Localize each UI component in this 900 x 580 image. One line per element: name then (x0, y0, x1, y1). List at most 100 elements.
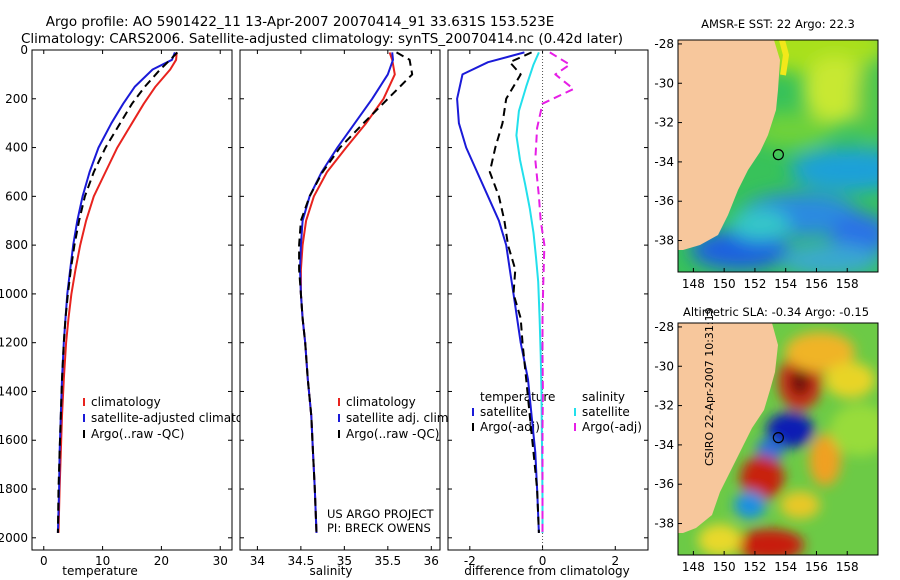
x-tick-label: 34 (250, 554, 265, 568)
map-x-tick-label: 152 (743, 560, 766, 574)
figure-title-line1: Argo profile: AO 5901422_11 13-Apr-2007 … (46, 14, 555, 30)
map-x-tick-label: 156 (805, 560, 828, 574)
series-line-temperature-satellite (456, 51, 540, 533)
map-x-tick-label: 148 (682, 277, 705, 291)
y-tick-label: 1800 (0, 482, 28, 496)
y-tick-label: 200 (5, 92, 28, 106)
salinity-xlabel: salinity (309, 564, 352, 578)
y-tick-label: 800 (5, 238, 28, 252)
map-y-tick-label: -34 (654, 155, 674, 169)
map-x-tick-label: 150 (713, 560, 736, 574)
map-y-tick-label: -30 (654, 76, 674, 90)
map-y-tick-label: -30 (654, 359, 674, 373)
x-tick-label: 10 (95, 554, 110, 568)
map-y-tick-label: -28 (654, 37, 674, 51)
salinity-panel: salinity climatology satellite adj. clim… (239, 49, 452, 578)
legend-label-satellite: satellite-adjusted climatology (91, 411, 269, 425)
legend-label-argo: Argo(..raw -QC) (91, 427, 184, 441)
map-x-tick-label: 148 (682, 560, 705, 574)
map-y-tick-label: -38 (654, 517, 674, 531)
legend-label-temp-satellite: satellite (480, 405, 528, 419)
temperature-panel: temperature climatology satellite-adjust… (0, 43, 269, 578)
y-tick-label: 0 (20, 43, 28, 57)
sla-coastline-land (678, 323, 778, 533)
sst-field (678, 40, 878, 272)
series-line-satellite-adjusted-climatology (56, 52, 176, 533)
map-y-tick-label: -36 (654, 477, 674, 491)
map-x-tick-label: 156 (805, 277, 828, 291)
profile-location-marker (772, 149, 784, 161)
legend-label-satellite: satellite adj. clim. (346, 411, 452, 425)
series-line-argo-raw-qc (56, 51, 179, 533)
csiro-timestamp: CSIRO 22-Apr-2007 10:31:19 (703, 307, 716, 466)
legend-group-salinity: salinity (582, 390, 625, 404)
temperature-xlabel: temperature (62, 564, 137, 578)
map-x-tick-label: 154 (774, 560, 797, 574)
y-tick-label: 1200 (0, 336, 28, 350)
map-x-tick-label: 158 (836, 560, 859, 574)
legend-label-temp-argo: Argo(-adj) (480, 420, 540, 434)
x-tick-label: 0 (539, 554, 547, 568)
sst-coast-current (779, 40, 790, 76)
difference-xlabel: difference from climatology (464, 564, 630, 578)
map-x-tick-label: 154 (774, 277, 797, 291)
temperature-legend: climatology satellite-adjusted climatolo… (83, 395, 269, 441)
y-tick-label: 600 (5, 189, 28, 203)
sla-field (678, 323, 878, 555)
x-tick-label: -2 (464, 554, 476, 568)
x-tick-label: 30 (213, 554, 228, 568)
temperature-axes-frame (31, 49, 233, 551)
salinity-legend: climatology satellite adj. clim. Argo(..… (338, 395, 452, 441)
series-line-climatology (57, 52, 178, 533)
map-y-tick-label: -32 (654, 399, 674, 413)
map-y-tick-label: -38 (654, 234, 674, 248)
series-line-salinity-argo-adj (534, 51, 575, 533)
map-x-tick-label: 158 (836, 277, 859, 291)
sla-map-title: Altimetric SLA: -0.34 Argo: -0.15 (683, 305, 869, 319)
sst-map-title: AMSR-E SST: 22 Argo: 22.3 (701, 17, 855, 31)
y-tick-label: 2000 (0, 531, 28, 545)
x-tick-label: 34.5 (288, 554, 315, 568)
difference-legend: temperature satellite Argo(-adj) salinit… (472, 390, 642, 434)
map-x-tick-label: 150 (713, 277, 736, 291)
legend-label-argo: Argo(..raw -QC) (346, 427, 439, 441)
credit-pi: PI: BRECK OWENS (327, 521, 431, 535)
sst-blobs (690, 40, 878, 272)
legend-label-climatology: climatology (91, 395, 161, 409)
x-tick-label: 2 (611, 554, 619, 568)
sla-map-frame (677, 322, 879, 556)
sla-blobs (698, 332, 878, 555)
profile-location-marker (772, 432, 784, 444)
map-y-tick-label: -32 (654, 116, 674, 130)
y-tick-label: 1600 (0, 433, 28, 447)
sst-map: AMSR-E SST: 22 Argo: 22.3 148 150 152 154 15… (654, 17, 879, 291)
figure-title-line2: Climatology: CARS2006. Satellite-adjuste… (21, 31, 623, 47)
y-tick-label: 1000 (0, 287, 28, 301)
x-tick-label: 35 (337, 554, 352, 568)
x-tick-label: 20 (154, 554, 169, 568)
legend-group-temperature: temperature (480, 390, 555, 404)
map-y-tick-label: -34 (654, 438, 674, 452)
x-tick-label: 35.5 (374, 554, 401, 568)
x-tick-label: 36 (424, 554, 439, 568)
x-tick-label: 0 (40, 554, 48, 568)
legend-label-sal-argo: Argo(-adj) (582, 420, 642, 434)
credit-project: US ARGO PROJECT (327, 507, 435, 521)
difference-axes-frame (447, 49, 649, 551)
salinity-axes-frame (239, 49, 441, 551)
sst-map-frame (677, 39, 879, 273)
series-line-satellite-adj-clim (299, 52, 394, 533)
series-line-argo-raw-qc (298, 51, 414, 533)
legend-label-climatology: climatology (346, 395, 416, 409)
sst-coastline-land (678, 40, 780, 250)
series-line-temperature-argo-adj (488, 51, 540, 533)
y-tick-label: 400 (5, 141, 28, 155)
map-y-tick-label: -36 (654, 194, 674, 208)
legend-label-sal-satellite: satellite (582, 405, 630, 419)
map-x-tick-label: 152 (743, 277, 766, 291)
difference-panel: difference from climatology temperature … (447, 49, 649, 578)
sla-map: Altimetric SLA: -0.34 Argo: -0.15 148 1 (654, 305, 879, 574)
map-y-tick-label: -28 (654, 320, 674, 334)
y-tick-label: 1400 (0, 384, 28, 398)
